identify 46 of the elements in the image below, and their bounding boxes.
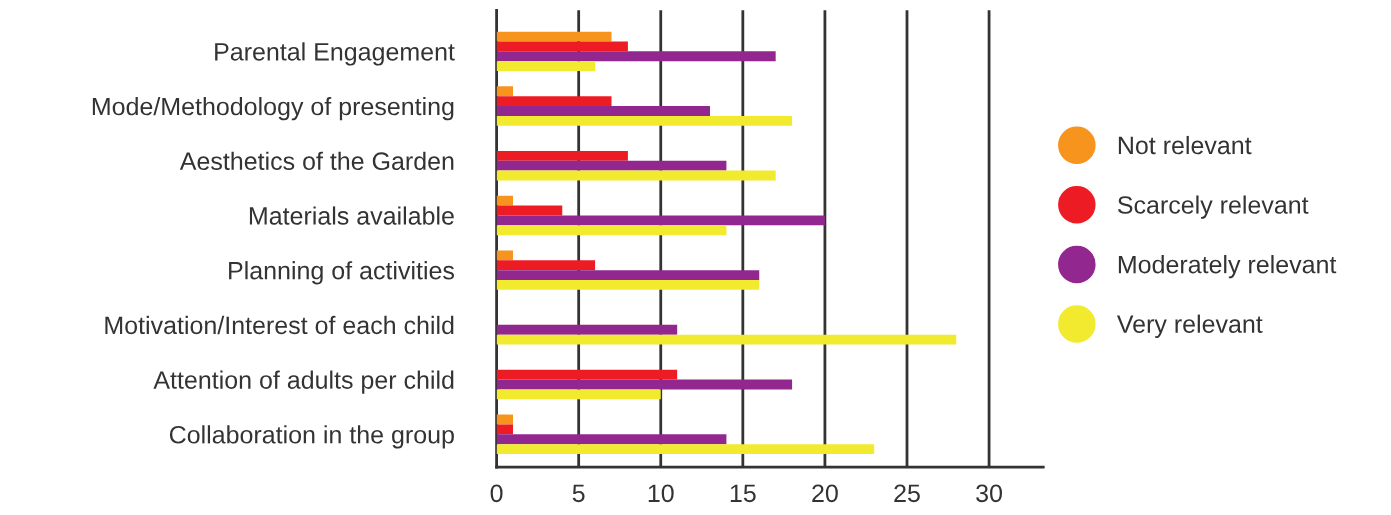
bar <box>496 96 612 107</box>
y-tick-label: Planning of activities <box>229 261 455 285</box>
bar <box>496 280 760 290</box>
bar <box>496 61 596 72</box>
x-tick-label: 10 <box>648 484 674 503</box>
bar <box>496 205 563 216</box>
y-tick-label: Motivation/Interest of each child <box>105 315 454 335</box>
bar <box>496 270 760 281</box>
y-tick-label: Parental Engagement <box>215 42 455 66</box>
x-tick-label: 25 <box>894 484 920 503</box>
y-tick-label: Materials available <box>249 206 454 225</box>
x-tick-label: 5 <box>572 484 585 503</box>
bar <box>496 51 776 62</box>
bar <box>496 195 513 206</box>
bar <box>496 170 776 181</box>
x-tick-label: 0 <box>490 484 503 503</box>
y-tick-label: Collaboration in the group <box>169 425 454 449</box>
x-tick-label: 30 <box>976 484 1002 503</box>
bar <box>496 41 628 52</box>
bar <box>496 324 678 335</box>
bar <box>496 424 513 435</box>
bar <box>496 389 661 400</box>
y-tick-label: Aesthetics of the Garden <box>179 151 454 171</box>
bar <box>496 444 875 454</box>
x-tick-label: 20 <box>812 484 838 503</box>
legend-label: Very relevant <box>1116 314 1263 338</box>
y-tick-label: Mode/Methodology of presenting <box>92 96 454 121</box>
bar <box>496 250 513 261</box>
bar <box>496 334 957 345</box>
bar <box>496 225 727 236</box>
bar <box>496 115 793 126</box>
bar <box>496 31 612 42</box>
y-tick-label: Attention of adults per child <box>153 370 454 394</box>
bar <box>496 215 825 226</box>
legend-label: Moderately relevant <box>1118 255 1337 279</box>
x-tick-label: 15 <box>730 484 756 503</box>
bar <box>496 379 793 390</box>
legend-label: Not relevant <box>1118 135 1252 155</box>
bar <box>496 86 513 97</box>
bar <box>496 160 727 171</box>
bar <box>496 150 628 161</box>
bar <box>496 369 678 380</box>
bar <box>496 434 727 445</box>
legend-label: Scarcely relevant <box>1117 195 1309 219</box>
bar <box>496 106 710 116</box>
bar <box>496 260 596 271</box>
